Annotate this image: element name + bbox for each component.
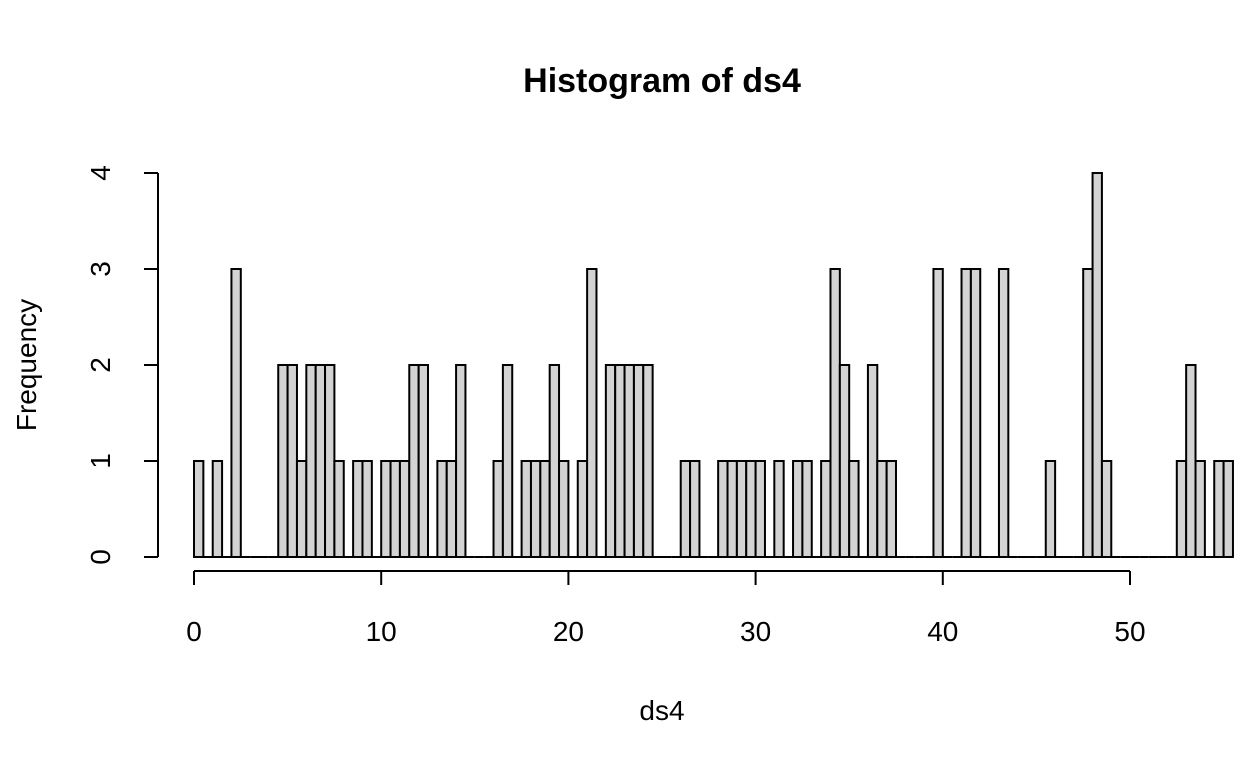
histogram-bar (361, 460, 373, 558)
histogram-bar (417, 364, 430, 558)
histogram-bar (352, 460, 364, 558)
histogram-bar (333, 460, 345, 558)
histogram-bar (773, 460, 785, 558)
histogram-bar (801, 460, 813, 558)
histogram-bar (286, 364, 298, 558)
histogram-bar (829, 268, 841, 558)
histogram-bar (1175, 460, 1188, 558)
histogram-bar (520, 460, 532, 558)
histogram-bar (558, 460, 570, 558)
histogram-bar (754, 460, 766, 558)
histogram-bar (838, 364, 851, 558)
y-tick-label: 0 (85, 549, 116, 565)
histogram-bar (576, 460, 589, 558)
x-tick-label: 50 (1114, 616, 1145, 647)
histogram-bar (1213, 460, 1225, 558)
y-axis: 0 1 2 3 4 (85, 165, 159, 565)
histogram-bar (193, 460, 205, 558)
histogram-bar (1194, 460, 1206, 558)
histogram-bar (398, 460, 411, 558)
histogram-bar (539, 460, 551, 558)
histogram-bar (436, 460, 448, 558)
histogram-bar (820, 460, 832, 558)
histogram-bar (745, 460, 757, 558)
histogram-bar (735, 460, 748, 558)
histogram-bar (792, 460, 804, 558)
y-tick-label: 4 (85, 165, 116, 181)
histogram-bar (295, 460, 308, 558)
histogram-bar (632, 364, 645, 558)
histogram-bar (1222, 460, 1234, 558)
histogram-bar (866, 364, 879, 558)
histogram-bar (586, 268, 598, 558)
x-tick-label: 0 (186, 616, 202, 647)
histogram-bar (969, 268, 982, 558)
histogram-bar (1100, 460, 1113, 558)
x-tick-label: 20 (553, 616, 584, 647)
histogram-bar (389, 460, 401, 558)
histogram-bar (885, 460, 898, 558)
bars-group (193, 172, 1234, 558)
histogram-bar (997, 268, 1010, 558)
x-axis: 0 10 20 30 40 50 (186, 570, 1146, 647)
histogram-bar (642, 364, 654, 558)
histogram-bar (314, 364, 327, 558)
histogram-bar (408, 364, 420, 558)
histogram-bar (689, 460, 701, 558)
x-tick-label: 10 (366, 616, 397, 647)
histogram-bar (492, 460, 504, 558)
histogram-bar (614, 364, 626, 558)
histogram-bar (604, 364, 617, 558)
histogram-bar (445, 460, 458, 558)
x-axis-label: ds4 (639, 695, 684, 726)
histogram-bar (848, 460, 860, 558)
histogram-bar (529, 460, 542, 558)
histogram-bar (455, 364, 467, 558)
histogram-bar (277, 364, 289, 558)
histogram-bar (679, 460, 692, 558)
histogram-bar (324, 364, 336, 558)
histogram-bar (380, 460, 392, 558)
histogram-bar (1091, 172, 1103, 558)
y-tick-label: 3 (85, 261, 116, 277)
x-tick-label: 40 (927, 616, 958, 647)
histogram-bar (230, 268, 242, 558)
y-tick-label: 2 (85, 357, 116, 373)
histogram-bar (932, 268, 944, 558)
histogram-bar (1082, 268, 1094, 558)
chart-title: Histogram of ds4 (523, 62, 801, 100)
histogram-bar (211, 460, 224, 558)
histogram-bar (1185, 364, 1197, 558)
x-tick-label: 30 (740, 616, 771, 647)
histogram-bar (1044, 460, 1057, 558)
histogram-bar (876, 460, 888, 558)
histogram-bar (548, 364, 561, 558)
histogram-bar (501, 364, 514, 558)
histogram-bar (726, 460, 738, 558)
y-tick-label: 1 (85, 453, 116, 469)
histogram-bar (717, 460, 729, 558)
histogram-bar (305, 364, 317, 558)
histogram-bar (960, 268, 972, 558)
y-axis-label: Frequency (11, 299, 42, 431)
histogram-bar (623, 364, 635, 558)
